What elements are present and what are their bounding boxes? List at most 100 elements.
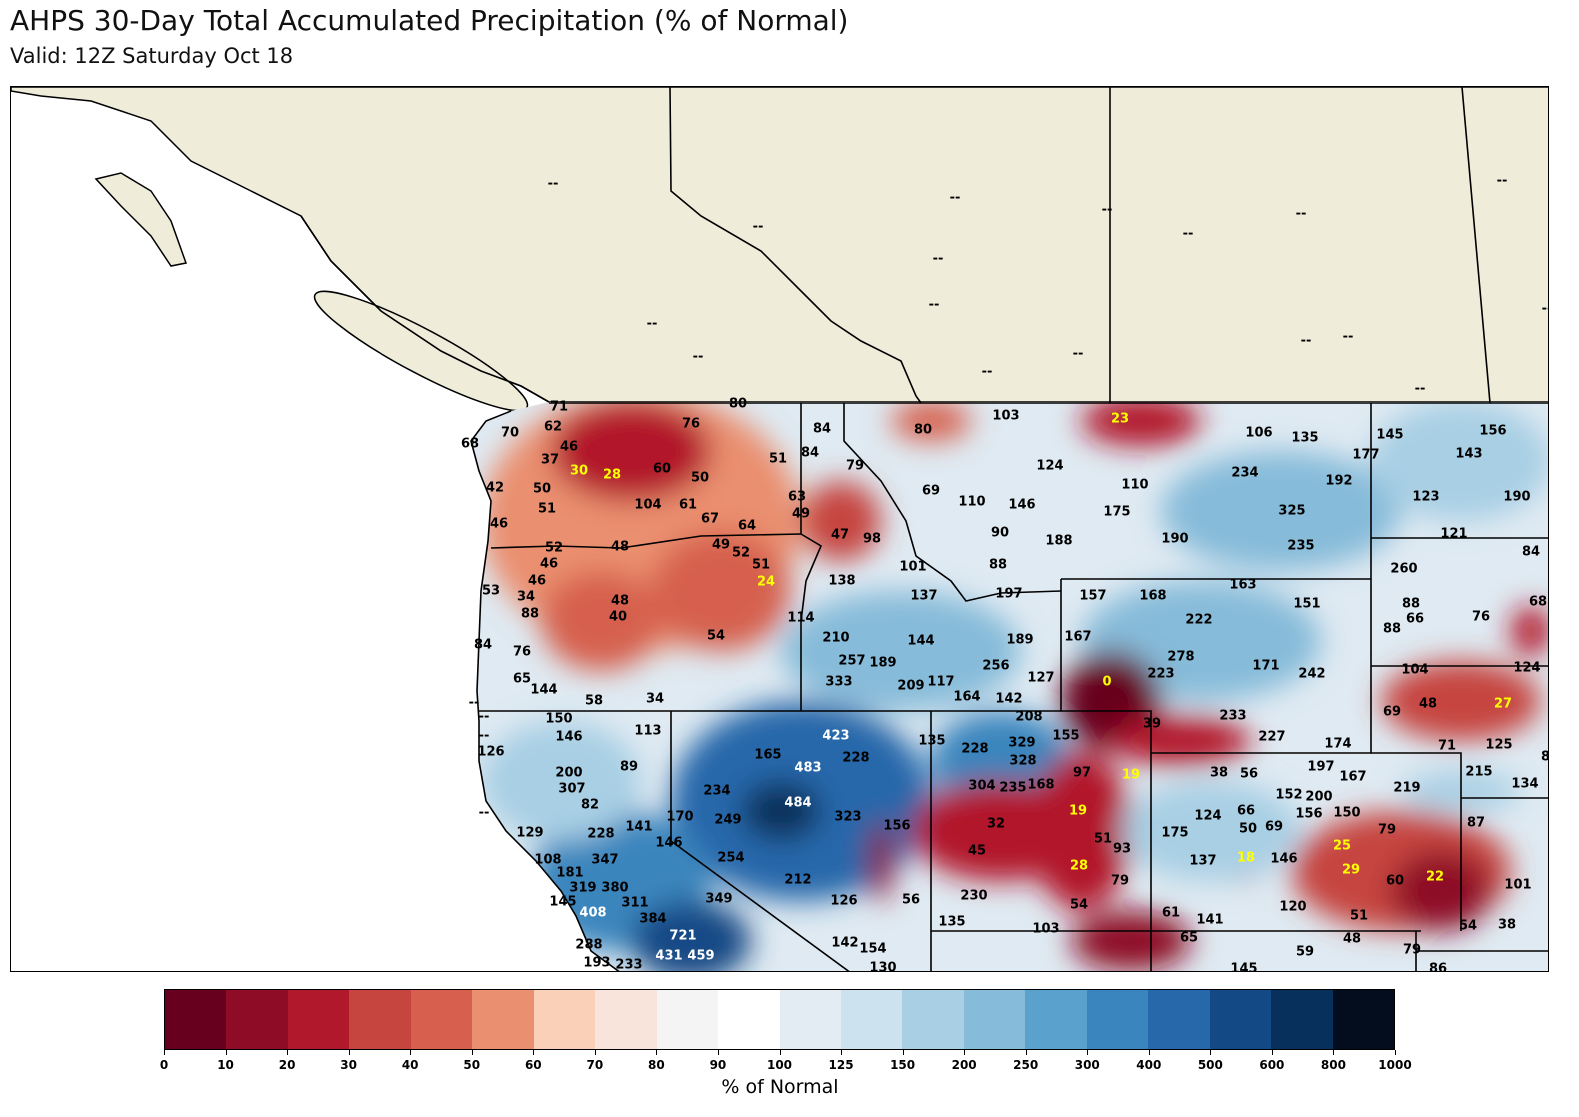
percent-of-normal-label: 24: [756, 574, 776, 590]
percent-of-normal-label: 311: [621, 895, 649, 911]
percent-of-normal-label: 210: [822, 630, 850, 646]
percent-of-normal-label: 167: [1064, 629, 1092, 645]
percent-of-normal-label: 384: [639, 911, 667, 927]
percent-of-normal-label: 104: [1401, 662, 1429, 678]
percent-of-normal-label: 138: [828, 573, 856, 589]
percent-of-normal-label: 34: [516, 589, 536, 605]
colorbar-tick-mark: [1025, 1050, 1027, 1055]
valid-time-subtitle: Valid: 12Z Saturday Oct 18: [10, 44, 294, 68]
percent-of-normal-label: 124: [1194, 808, 1222, 824]
percent-of-normal-label: 200: [1305, 789, 1333, 805]
percent-of-normal-label: 48: [610, 593, 630, 609]
missing-value-label: --: [1541, 301, 1548, 317]
percent-of-normal-label: 103: [992, 408, 1020, 424]
percent-of-normal-label: 79: [1110, 873, 1130, 889]
precip-anomaly-region: [1111, 716, 1251, 766]
percent-of-normal-label: 38: [1209, 765, 1229, 781]
percent-of-normal-label: 45: [967, 843, 987, 859]
missing-value-label: --: [1300, 333, 1312, 349]
percent-of-normal-label: 117: [927, 674, 955, 690]
percent-of-normal-label: 146: [555, 729, 583, 745]
percent-of-normal-label: 46: [527, 573, 547, 589]
precip-field: [471, 402, 1548, 971]
percent-of-normal-label: 51: [751, 557, 771, 573]
precip-anomaly-region: [631, 901, 751, 971]
percent-of-normal-label: 37: [540, 452, 560, 468]
colorbar-segment: [472, 990, 534, 1049]
colorbar-tick-mark: [1395, 1050, 1396, 1055]
percent-of-normal-label: 168: [1027, 777, 1055, 793]
percent-of-normal-label: 141: [1196, 912, 1224, 928]
precip-anomaly-region: [1161, 451, 1401, 571]
precip-anomaly-region: [1371, 402, 1548, 521]
percent-of-normal-label: 278: [1167, 649, 1195, 665]
percent-of-normal-label: 222: [1185, 612, 1213, 628]
colorbar-segment: [840, 990, 903, 1049]
colorbar-tick-mark: [779, 1050, 781, 1055]
percent-of-normal-label: 70: [500, 425, 520, 441]
percent-of-normal-label: 242: [1298, 666, 1326, 682]
percent-of-normal-label: 135: [938, 914, 966, 930]
colorbar-tick-label: 250: [1013, 1058, 1039, 1072]
colorbar-segment: [902, 990, 964, 1049]
percent-of-normal-label: 27: [1493, 696, 1513, 712]
percent-of-normal-label: 51: [1349, 908, 1369, 924]
colorbar-segment: [1332, 990, 1395, 1049]
colorbar-segment: [595, 990, 657, 1049]
percent-of-normal-label: 142: [995, 691, 1023, 707]
percent-of-normal-label: 69: [1382, 704, 1402, 720]
precip-anomaly-region: [1121, 781, 1301, 881]
percent-of-normal-label: 25: [1332, 838, 1352, 854]
percent-of-normal-label: 146: [1008, 497, 1036, 513]
percent-of-normal-label: 69: [921, 483, 941, 499]
map-canvas: [11, 87, 1548, 971]
percent-of-normal-label: 146: [655, 835, 683, 851]
chart-title: AHPS 30-Day Total Accumulated Precipitat…: [10, 4, 849, 37]
percent-of-normal-label: 233: [615, 957, 643, 972]
percent-of-normal-label: 125: [1485, 737, 1513, 753]
percent-of-normal-label: 154: [859, 941, 887, 957]
percent-of-normal-label: 333: [825, 674, 853, 690]
percent-of-normal-label: 423: [822, 728, 850, 744]
colorbar-segment: [1209, 990, 1272, 1049]
percent-of-normal-label: 228: [842, 750, 870, 766]
percent-of-normal-label: 190: [1161, 531, 1189, 547]
percent-of-normal-label: 227: [1258, 729, 1286, 745]
percent-of-normal-label: 167: [1339, 769, 1367, 785]
colorbar-tick-mark: [1271, 1050, 1273, 1055]
precip-anomaly-region: [541, 571, 661, 671]
percent-of-normal-label: 168: [1139, 588, 1167, 604]
colorbar-segment: [1086, 990, 1149, 1049]
percent-of-normal-label: 126: [477, 744, 505, 760]
colorbar-tick-label: 80: [648, 1058, 665, 1072]
percent-of-normal-label: 120: [1279, 899, 1307, 915]
colorbar-tick-mark: [1148, 1050, 1150, 1055]
percent-of-normal-label: 209: [897, 678, 925, 694]
colorbar-tick-label: 400: [1136, 1058, 1162, 1072]
percent-of-normal-label: 146: [1270, 851, 1298, 867]
percent-of-normal-label: 89: [619, 759, 639, 775]
percent-of-normal-label: 288: [575, 937, 603, 953]
precipitation-map: -- -- -- -- -- -- -- -- -- -- -- -- -- -- -- -- - -- -- -- -…: [10, 86, 1549, 972]
missing-value-label: --: [692, 349, 704, 365]
percent-of-normal-label: 212: [784, 872, 812, 888]
colorbar-tick-label: 10: [217, 1058, 234, 1072]
percent-of-normal-label: 46: [539, 556, 559, 572]
percent-of-normal-label: 88: [520, 606, 540, 622]
percent-of-normal-label: 54: [1458, 918, 1478, 934]
colorbar-tick-mark: [410, 1050, 412, 1055]
percent-of-normal-label: 156: [1479, 423, 1507, 439]
percent-of-normal-label: 54: [1069, 897, 1089, 913]
percent-of-normal-label: 103: [1032, 921, 1060, 937]
colorbar-tick-label: 800: [1320, 1058, 1346, 1072]
percent-of-normal-label: 193: [583, 955, 611, 971]
percent-of-normal-label: 68: [460, 436, 480, 452]
percent-of-normal-label: 150: [1333, 805, 1361, 821]
percent-of-normal-label: 234: [703, 783, 731, 799]
percent-of-normal-label: 145: [1376, 427, 1404, 443]
colorbar-tick-mark: [594, 1050, 596, 1055]
percent-of-normal-label: 197: [1307, 759, 1335, 775]
percent-of-normal-label: 51: [537, 501, 557, 517]
colorbar-tick-mark: [841, 1050, 843, 1055]
percent-of-normal-label: 60: [1385, 873, 1405, 889]
